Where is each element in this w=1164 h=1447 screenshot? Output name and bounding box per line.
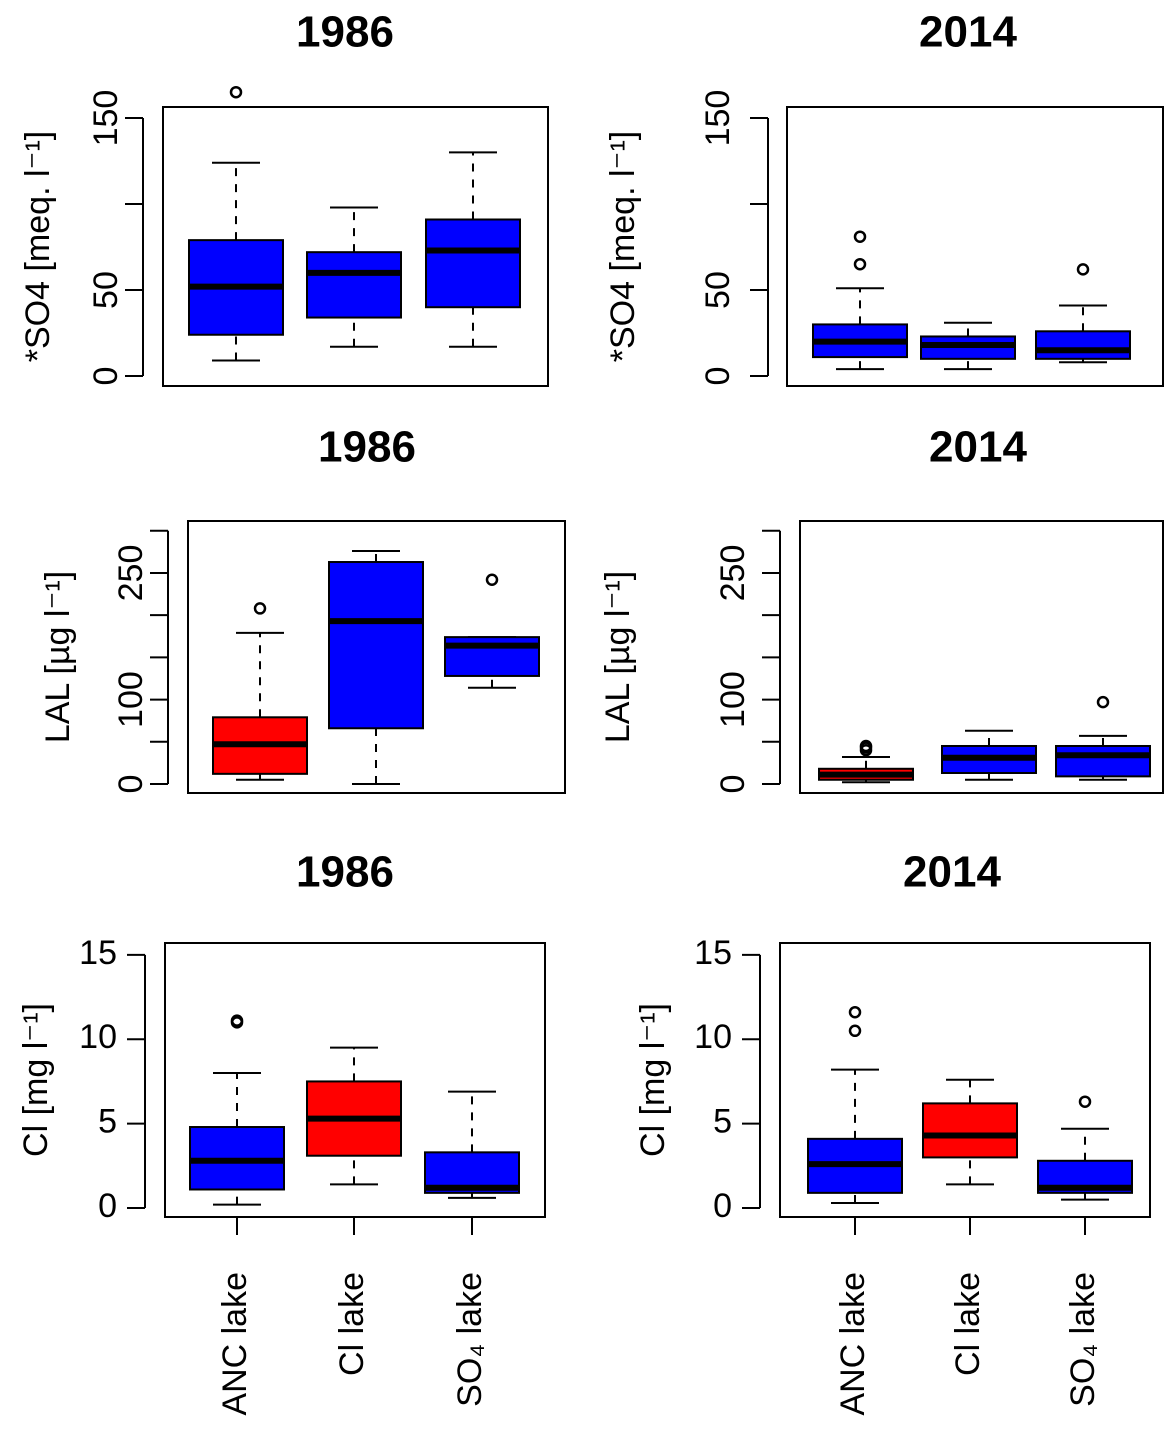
box	[425, 218, 521, 309]
chart-title: 1986	[318, 423, 416, 472]
y-axis-label: *SO4 [meq. l⁻¹]	[19, 131, 57, 362]
y-tick-label: 5	[713, 1103, 732, 1141]
y-tick-label: 150	[699, 90, 737, 147]
outlier	[859, 739, 873, 753]
x-tick-label: Cl lake	[333, 1272, 371, 1376]
y-tick-label: 0	[98, 1187, 117, 1225]
chart-title: 1986	[296, 848, 394, 897]
y-tick-label: 50	[87, 271, 125, 309]
y-tick-label: 100	[112, 671, 150, 728]
plot-frame	[799, 520, 1164, 794]
y-axis-label: Cl [mg l⁻¹]	[634, 1003, 672, 1157]
outlier	[229, 85, 243, 99]
plot-frame	[786, 106, 1164, 387]
box	[1035, 330, 1131, 360]
y-axis-label: *SO4 [meq. l⁻¹]	[604, 131, 642, 362]
y-tick-label: 0	[713, 1187, 732, 1225]
outlier	[230, 1014, 244, 1027]
plot-frame	[187, 520, 566, 794]
y-tick-label: 10	[79, 1018, 117, 1056]
y-axis-label: LAL [µg l⁻¹]	[599, 571, 637, 743]
outlier	[1076, 263, 1090, 276]
y-tick-label: 5	[98, 1103, 117, 1141]
y-tick-label: 0	[112, 775, 150, 794]
box	[922, 1102, 1018, 1159]
outlier	[853, 257, 867, 271]
y-tick-label: 15	[79, 934, 117, 972]
y-axis-label: Cl [mg l⁻¹]	[17, 1003, 55, 1157]
x-tick-label: SO₄ lake	[1064, 1272, 1102, 1407]
y-tick-label: 250	[714, 545, 752, 602]
box	[1055, 744, 1151, 778]
x-tick-label: ANC lake	[216, 1272, 254, 1416]
y-tick-label: 100	[714, 671, 752, 728]
y-tick-label: 0	[699, 367, 737, 386]
outlier	[253, 602, 267, 615]
box	[328, 561, 424, 730]
outlier	[1096, 695, 1110, 709]
plot-frame	[162, 106, 549, 387]
y-tick-label: 150	[87, 90, 125, 147]
y-axis-label: LAL [µg l⁻¹]	[39, 571, 77, 743]
y-tick-label: 250	[112, 545, 150, 602]
chart-title: 2014	[903, 848, 1001, 897]
x-tick-label: Cl lake	[949, 1272, 987, 1376]
chart-title: 1986	[296, 8, 394, 57]
y-tick-label: 0	[87, 367, 125, 386]
chart-title: 2014	[919, 8, 1017, 57]
x-tick-label: ANC lake	[834, 1272, 872, 1416]
y-tick-label: 10	[694, 1018, 732, 1056]
outlier	[1078, 1095, 1092, 1108]
y-tick-label: 15	[694, 934, 732, 972]
box	[306, 251, 402, 319]
x-tick-label: SO₄ lake	[451, 1272, 489, 1407]
outlier	[485, 573, 499, 586]
outlier	[853, 230, 867, 243]
chart-title: 2014	[929, 423, 1027, 472]
y-tick-label: 50	[699, 271, 737, 309]
outlier	[848, 1005, 862, 1019]
outlier	[848, 1024, 862, 1038]
y-tick-label: 0	[714, 775, 752, 794]
plot-frame	[779, 942, 1151, 1218]
